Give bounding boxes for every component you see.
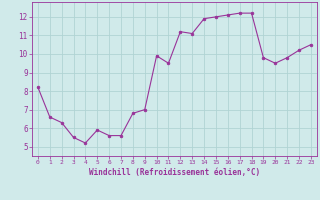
X-axis label: Windchill (Refroidissement éolien,°C): Windchill (Refroidissement éolien,°C)	[89, 168, 260, 177]
